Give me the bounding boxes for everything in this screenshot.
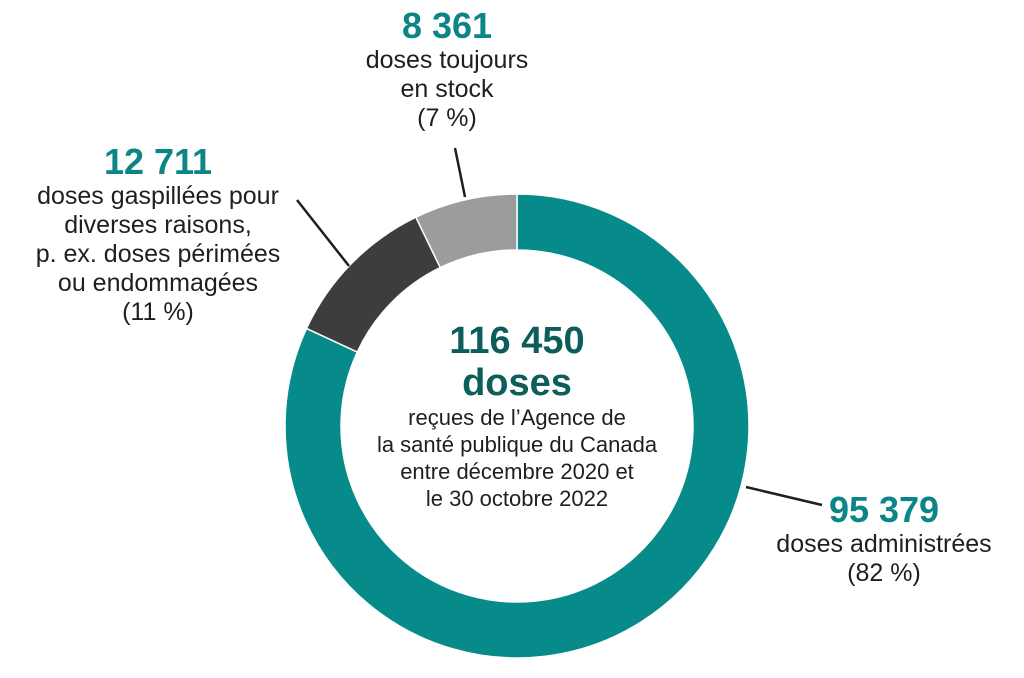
total-description-line-2: la santé publique du Canada — [376, 432, 658, 457]
total-unit: doses — [462, 362, 572, 404]
administered-value: 95 379 — [828, 489, 940, 530]
stock-label: 8 361 doses toujours en stock (7 %) — [342, 6, 552, 133]
leader-line-administered — [745, 485, 823, 507]
administered-description: doses administrées — [776, 530, 992, 558]
wasted-percent: (11 %) — [122, 298, 194, 326]
slice-administered — [284, 193, 750, 659]
total-value: 116 450 — [449, 320, 585, 362]
stock-percent: (7 %) — [417, 104, 477, 132]
total-description-line-1: reçues de l’Agence de — [408, 405, 626, 430]
wasted-label: 12 711 doses gaspillées pour diverses ra… — [8, 142, 308, 327]
stock-value: 8 361 — [401, 5, 493, 46]
wasted-description-line-3: p. ex. doses périmées — [35, 240, 281, 268]
leader-line-stock — [453, 147, 467, 198]
administered-percent: (82 %) — [847, 559, 921, 587]
wasted-description-line-4: ou endommagées — [57, 269, 259, 297]
administered-label: 95 379 doses administrées (82 %) — [752, 490, 1016, 588]
stock-description-line-2: en stock — [400, 75, 494, 103]
stock-description-line-1: doses toujours — [365, 46, 529, 74]
wasted-description-line-2: diverses raisons, — [64, 211, 252, 239]
leader-line-wasted — [296, 199, 350, 267]
wasted-value: 12 711 — [103, 141, 213, 182]
donut-center-total: 116 450 doses reçues de l’Agence de la s… — [330, 320, 704, 512]
wasted-description-line-1: doses gaspillées pour — [37, 182, 279, 210]
slice-stock — [414, 193, 518, 269]
total-description-line-4: le 30 octobre 2022 — [425, 486, 609, 511]
total-description-line-3: entre décembre 2020 et — [400, 459, 634, 484]
